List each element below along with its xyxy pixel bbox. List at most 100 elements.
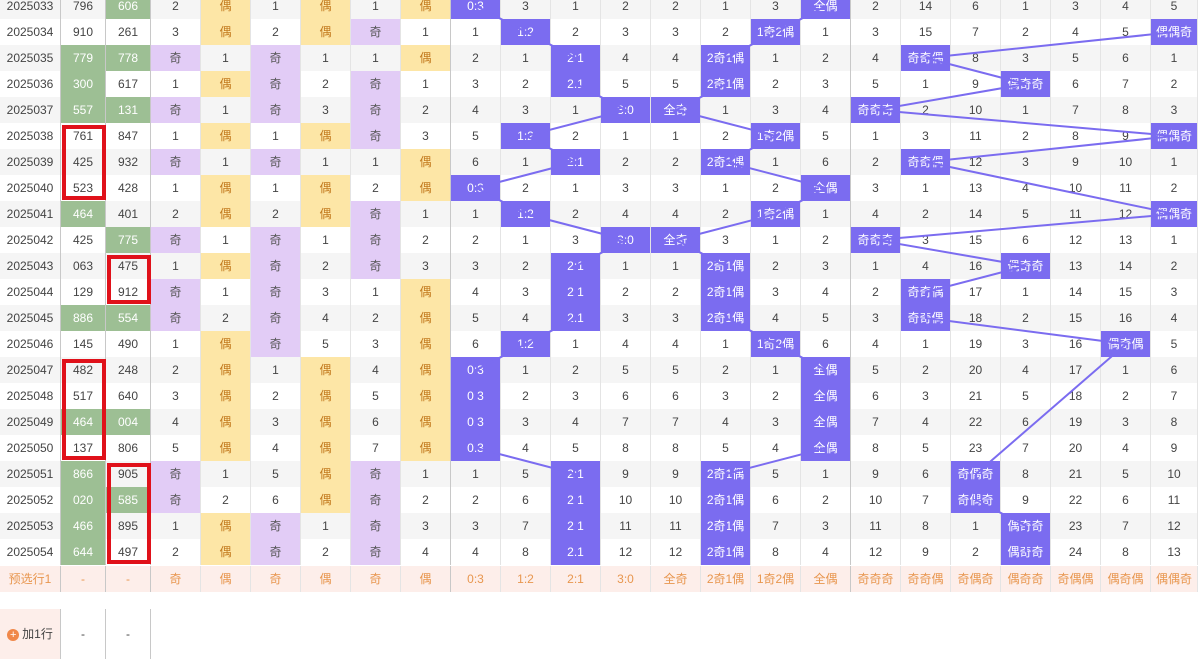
data-cell: 偶 xyxy=(201,513,251,539)
hit-cell: 奇奇偶 xyxy=(901,149,951,175)
plus-icon: + xyxy=(7,628,20,641)
preselect-label: 预选行1 xyxy=(0,566,61,592)
preselect-option[interactable]: 奇奇偶 xyxy=(901,566,951,592)
data-cell: 606 xyxy=(106,0,151,19)
preselect-option[interactable]: 0:3 xyxy=(451,566,501,592)
preselect-option[interactable]: 1:2 xyxy=(501,566,551,592)
preselect-option[interactable]: 奇 xyxy=(151,566,201,592)
data-cell: 8 xyxy=(651,435,701,461)
data-cell: 偶 xyxy=(301,383,351,409)
add-row-col3: - xyxy=(106,609,151,659)
issue-number-cell: 2025048 xyxy=(0,383,61,409)
hit-cell: 3:0 xyxy=(601,97,651,123)
preselect-option[interactable]: 偶奇奇 xyxy=(1001,566,1051,592)
data-cell: 3 xyxy=(151,383,201,409)
data-cell: 585 xyxy=(106,487,151,513)
data-cell: 13 xyxy=(1051,253,1101,279)
data-cell: 2 xyxy=(351,305,401,331)
data-cell: 6 xyxy=(851,383,901,409)
data-cell: 2 xyxy=(251,383,301,409)
data-cell: 2 xyxy=(451,227,501,253)
preselect-option[interactable]: 3:0 xyxy=(601,566,651,592)
data-cell: 15 xyxy=(1101,279,1151,305)
preselect-option[interactable]: 2奇1偶 xyxy=(701,566,751,592)
data-cell: 3 xyxy=(501,97,551,123)
data-cell: 12 xyxy=(1151,513,1198,539)
preselect-option[interactable]: 偶 xyxy=(301,566,351,592)
data-cell: 3 xyxy=(1101,409,1151,435)
data-cell: 2 xyxy=(1001,19,1051,45)
preselect-row[interactable]: 预选行1- - 奇偶奇偶奇偶 0:3 1:2 2:1 3:0 全奇 2奇1偶 1奇2偶 全偶 奇奇奇奇… xyxy=(0,566,1198,592)
table-row: 2025042 425 775 奇 1 奇 1 奇 2 2 1 3 3:0 全奇 3 1 2 奇奇奇 3 15 6 12 1… xyxy=(0,227,1198,253)
hit-cell: 2:1 xyxy=(551,513,601,539)
data-cell: 2 xyxy=(1151,175,1198,201)
data-cell: 16 xyxy=(951,253,1001,279)
preselect-option[interactable]: 偶偶奇 xyxy=(1151,566,1198,592)
preselect-option[interactable]: 奇 xyxy=(351,566,401,592)
data-cell: 425 xyxy=(61,149,106,175)
data-cell: 1 xyxy=(601,253,651,279)
preselect-option[interactable]: 全偶 xyxy=(801,566,851,592)
data-cell: 10 xyxy=(651,487,701,513)
preselect-option[interactable]: 2:1 xyxy=(551,566,601,592)
data-cell: 3 xyxy=(901,383,951,409)
data-cell: 奇 xyxy=(151,45,201,71)
data-cell: 1 xyxy=(151,253,201,279)
data-cell: 4 xyxy=(501,435,551,461)
data-cell: 2 xyxy=(701,123,751,149)
preselect-option[interactable]: 奇偶奇 xyxy=(951,566,1001,592)
data-cell: 1 xyxy=(651,123,701,149)
data-cell: 401 xyxy=(106,201,151,227)
issue-number-cell: 2025045 xyxy=(0,305,61,331)
data-cell: 1 xyxy=(201,97,251,123)
table-row: 2025054 644 497 2 偶奇 2 奇 4 4 8 2:1 12 12 2奇1偶 8 4 12 9 2 偶奇… xyxy=(0,539,1198,565)
data-cell: 奇 xyxy=(351,539,401,565)
data-cell: 3 xyxy=(1001,331,1051,357)
hit-cell: 0:3 xyxy=(451,0,501,19)
data-cell: 464 xyxy=(61,201,106,227)
data-cell: 640 xyxy=(106,383,151,409)
data-cell: 2 xyxy=(751,383,801,409)
data-cell: 020 xyxy=(61,487,106,513)
preselect-option[interactable]: 偶 xyxy=(201,566,251,592)
data-cell: 3 xyxy=(751,0,801,19)
data-cell: 5 xyxy=(151,435,201,461)
hit-cell: 0:3 xyxy=(451,409,501,435)
data-cell: 4 xyxy=(651,201,701,227)
data-cell: 奇 xyxy=(251,513,301,539)
data-cell: 8 xyxy=(851,435,901,461)
data-cell: 奇 xyxy=(351,97,401,123)
data-cell: 5 xyxy=(351,383,401,409)
data-cell: 奇 xyxy=(351,71,401,97)
preselect-option[interactable]: 1奇2偶 xyxy=(751,566,801,592)
data-cell: 5 xyxy=(851,71,901,97)
data-cell: 2 xyxy=(201,305,251,331)
data-cell: 4 xyxy=(601,331,651,357)
data-cell: 12 xyxy=(601,539,651,565)
data-cell: 5 xyxy=(451,123,501,149)
preselect-option[interactable]: 奇奇奇 xyxy=(851,566,901,592)
data-cell: 1 xyxy=(151,175,201,201)
data-cell: 13 xyxy=(1101,227,1151,253)
data-cell: 1 xyxy=(401,71,451,97)
data-cell: 奇 xyxy=(251,539,301,565)
data-cell: 18 xyxy=(1051,383,1101,409)
data-cell: 1 xyxy=(551,331,601,357)
data-cell: 17 xyxy=(1051,357,1101,383)
preselect-option[interactable]: 全奇 xyxy=(651,566,701,592)
data-cell: 1 xyxy=(801,461,851,487)
add-row-button[interactable]: + 加1行 xyxy=(0,609,61,659)
data-cell: 奇 xyxy=(151,487,201,513)
preselect-option[interactable]: 奇 xyxy=(251,566,301,592)
preselect-option[interactable]: 奇偶偶 xyxy=(1051,566,1101,592)
data-cell: 4 xyxy=(151,409,201,435)
data-cell: 9 xyxy=(1051,149,1101,175)
data-cell: 1 xyxy=(401,19,451,45)
preselect-option[interactable]: 偶 xyxy=(401,566,451,592)
data-cell: 2 xyxy=(801,45,851,71)
data-cell: 17 xyxy=(951,279,1001,305)
data-cell: 1 xyxy=(351,45,401,71)
preselect-option[interactable]: 偶奇偶 xyxy=(1101,566,1151,592)
hit-cell: 2奇1偶 xyxy=(701,149,751,175)
data-cell: 1 xyxy=(201,45,251,71)
